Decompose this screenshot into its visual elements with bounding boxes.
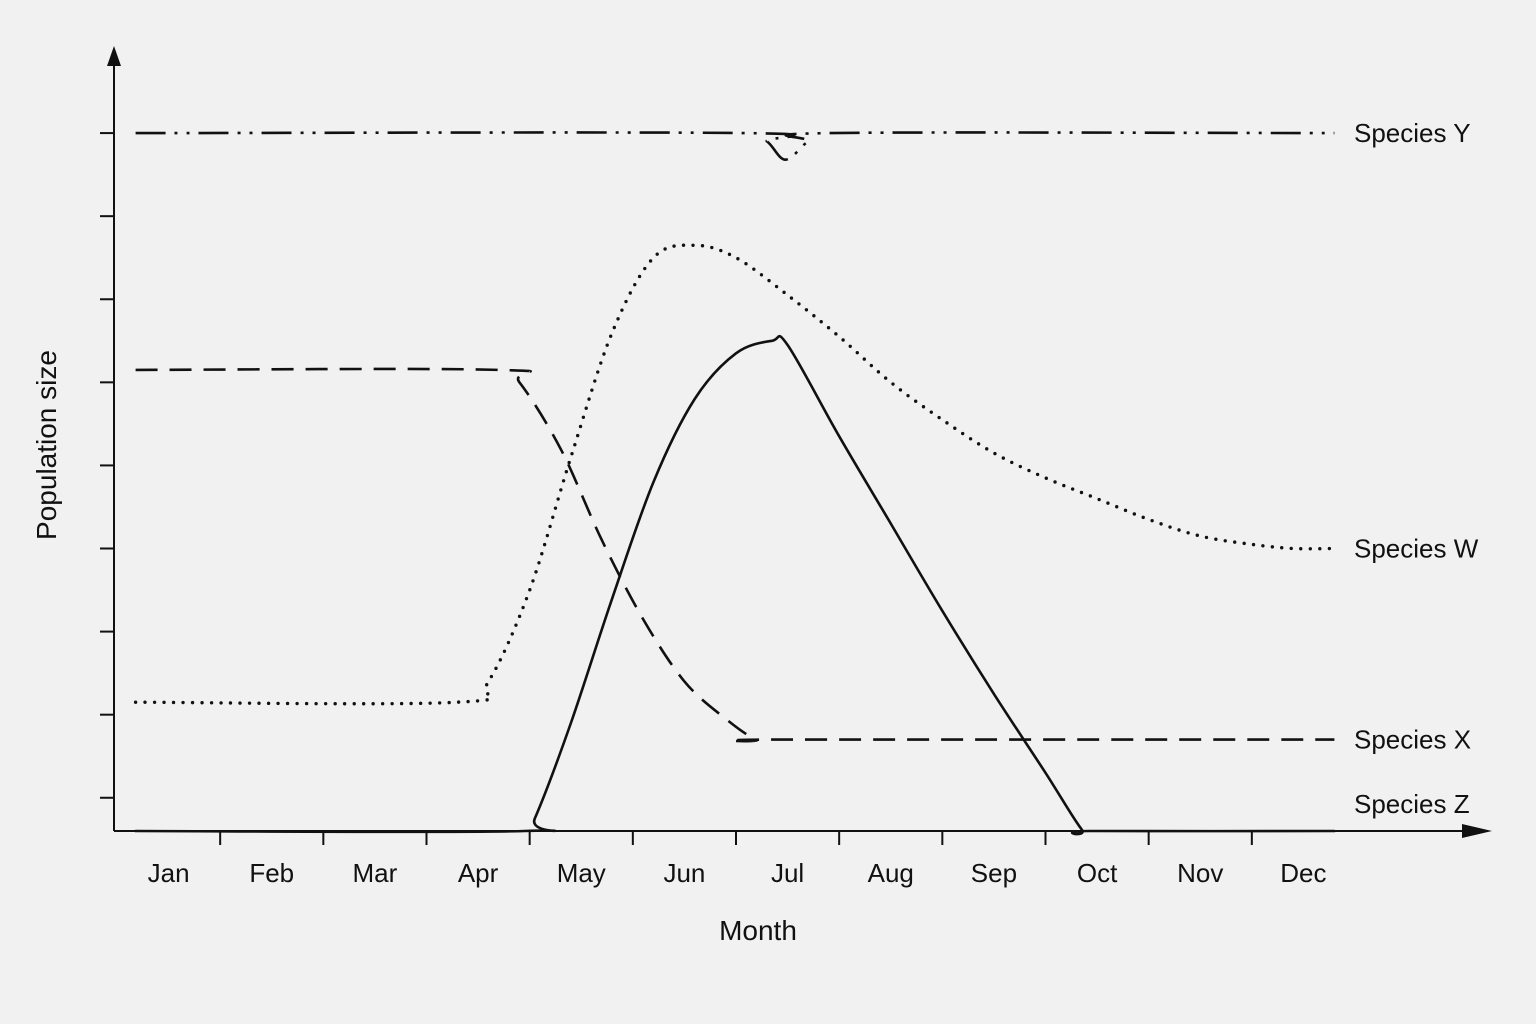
y-axis-title: Population size	[31, 350, 62, 540]
x-tick-label: Oct	[1077, 858, 1118, 888]
series-line-species-x	[135, 367, 1335, 743]
y-axis-arrow	[107, 46, 121, 66]
x-axis-ticks	[219, 831, 1253, 845]
x-tick-label: Apr	[458, 858, 499, 888]
series-line-species-y	[135, 131, 1335, 161]
x-tick-label: May	[557, 858, 606, 888]
axes	[107, 46, 1492, 838]
series-line-species-z	[134, 334, 1336, 836]
series-label-species-x: Species X	[1354, 725, 1471, 755]
series-lines	[133, 131, 1337, 836]
y-axis-ticks	[100, 132, 114, 799]
series-line-species-w	[133, 243, 1337, 706]
series-labels: Species Y Species W Species X Species Z	[1354, 118, 1479, 819]
x-axis-tick-labels: Jan Feb Mar Apr May Jun Jul Aug Sep Oct Nov Dec	[148, 858, 1327, 888]
series-label-species-y: Species Y	[1354, 118, 1471, 148]
series-label-species-w: Species W	[1354, 534, 1479, 564]
x-tick-label: Jul	[771, 858, 804, 888]
x-tick-label: Aug	[868, 858, 914, 888]
x-tick-label: Feb	[249, 858, 294, 888]
x-tick-label: Dec	[1280, 858, 1326, 888]
x-axis-title: Month	[719, 915, 797, 946]
x-tick-label: Mar	[353, 858, 398, 888]
series-label-species-z: Species Z	[1354, 789, 1470, 819]
x-tick-label: Sep	[971, 858, 1017, 888]
x-axis-arrow	[1462, 824, 1492, 838]
x-tick-label: Nov	[1177, 858, 1223, 888]
x-tick-label: Jan	[148, 858, 190, 888]
x-tick-label: Jun	[663, 858, 705, 888]
